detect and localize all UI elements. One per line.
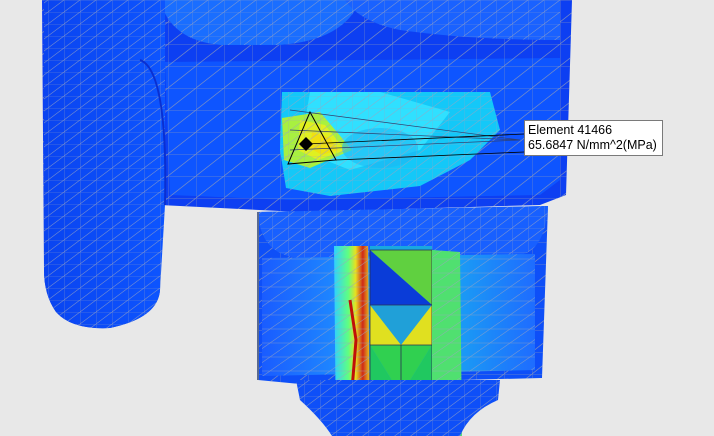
upper-body-part[interactable] — [42, 0, 572, 329]
lower-shaft-part[interactable] — [257, 206, 548, 436]
diamond-probe-icon — [287, 110, 525, 165]
stress-value-label: 65.6847 N/mm^2(MPa) — [528, 138, 657, 152]
probe-tooltip: Element 41466 65.6847 N/mm^2(MPa) — [524, 120, 663, 156]
element-id-label: Element 41466 — [528, 123, 613, 137]
